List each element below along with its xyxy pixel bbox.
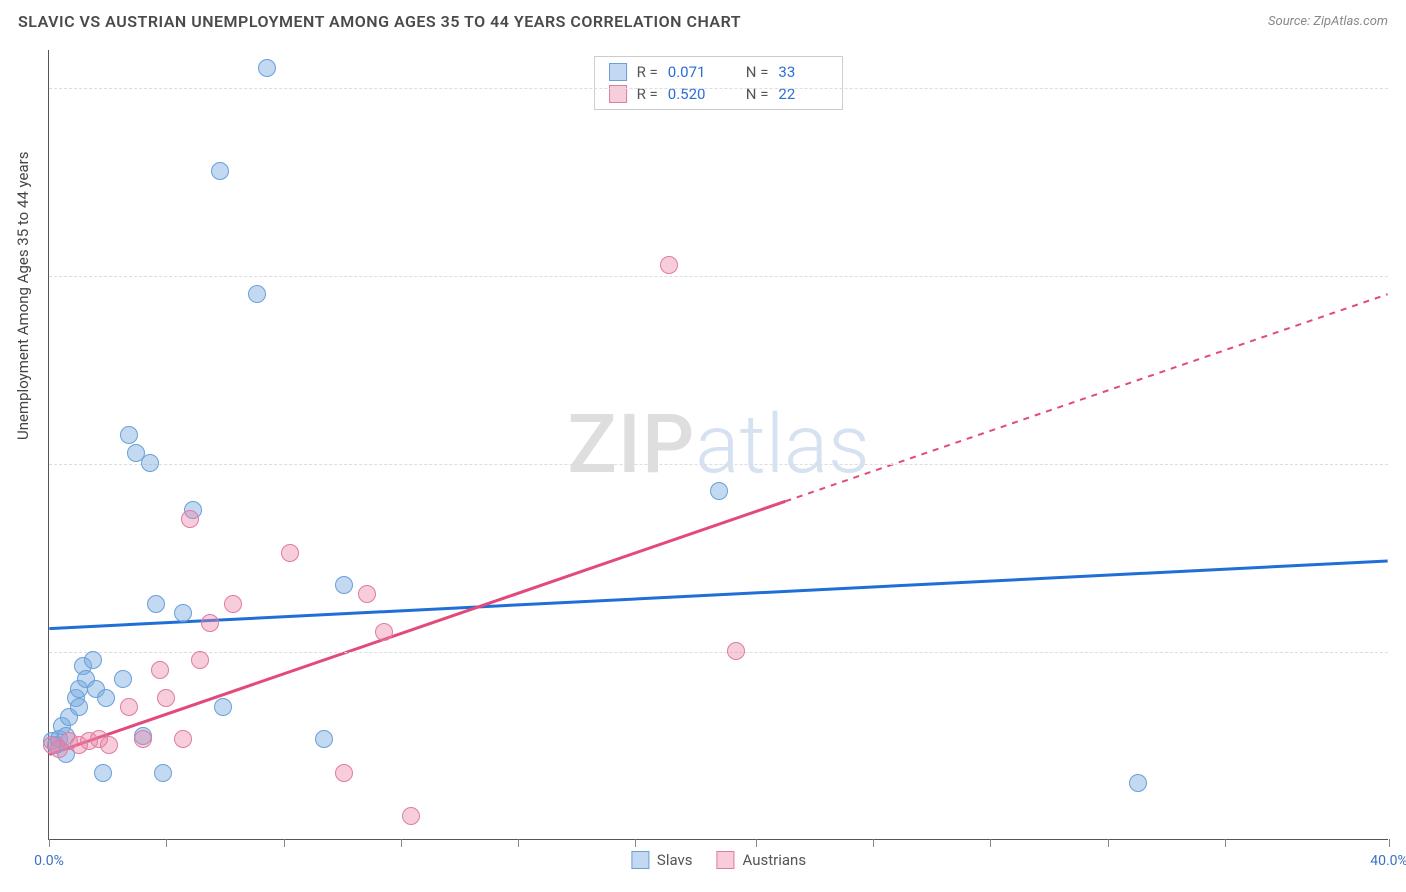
scatter-point — [402, 807, 420, 825]
scatter-point — [258, 59, 276, 77]
scatter-point — [181, 510, 199, 528]
scatter-point — [315, 730, 333, 748]
source-label: Source: ZipAtlas.com — [1268, 14, 1388, 29]
stats-N-value: 33 — [778, 63, 828, 81]
stats-row: R =0.520N =22 — [595, 83, 843, 105]
watermark: ZIPatlas — [567, 397, 869, 493]
x-tick — [49, 839, 50, 847]
scatter-point — [154, 764, 172, 782]
scatter-point — [335, 764, 353, 782]
scatter-point — [211, 162, 229, 180]
scatter-point — [174, 604, 192, 622]
trend-lines — [49, 50, 1388, 839]
stats-swatch — [609, 63, 627, 81]
stats-N-label: N = — [746, 63, 769, 81]
x-tick — [518, 839, 519, 847]
scatter-point — [100, 736, 118, 754]
scatter-point — [214, 698, 232, 716]
x-tick — [1225, 839, 1226, 847]
correlation-stats-box: R = 0.071 N = 33 R =0.520N =22 — [594, 56, 844, 110]
scatter-point — [94, 764, 112, 782]
scatter-point — [224, 595, 242, 613]
x-tick — [166, 839, 167, 847]
scatter-point — [727, 642, 745, 660]
legend-swatch-slavs — [631, 851, 649, 869]
x-tick-label: 40.0% — [1370, 853, 1406, 869]
legend-swatch-austrians — [717, 851, 735, 869]
scatter-point — [660, 256, 678, 274]
scatter-point — [147, 595, 165, 613]
gridline — [49, 464, 1388, 465]
page-title: SLAVIC VS AUSTRIAN UNEMPLOYMENT AMONG AG… — [18, 12, 741, 31]
stats-R-value: 0.071 — [668, 63, 718, 81]
x-tick — [990, 839, 991, 847]
scatter-point — [97, 689, 115, 707]
x-tick — [873, 839, 874, 847]
scatter-point — [157, 689, 175, 707]
gridline — [49, 276, 1388, 277]
scatter-point — [375, 623, 393, 641]
legend-label-austrians: Austrians — [743, 851, 807, 869]
x-tick — [635, 839, 636, 847]
legend: Slavs Austrians — [631, 851, 806, 869]
x-tick — [1108, 839, 1109, 847]
scatter-point — [141, 454, 159, 472]
legend-item-austrians: Austrians — [717, 851, 807, 869]
scatter-point — [1129, 774, 1147, 792]
scatter-point — [84, 651, 102, 669]
gridline — [49, 88, 1388, 89]
scatter-point — [358, 585, 376, 603]
scatter-point — [281, 544, 299, 562]
scatter-point — [201, 614, 219, 632]
stats-R-label: R = — [637, 63, 658, 81]
scatter-point — [174, 730, 192, 748]
scatter-point — [710, 482, 728, 500]
x-tick-label: 0.0% — [34, 853, 64, 869]
scatter-point — [335, 576, 353, 594]
scatter-point — [151, 661, 169, 679]
x-tick — [284, 839, 285, 847]
chart-plot-area: ZIPatlas R =0.071N =33R =0.520N =22 Slav… — [48, 50, 1388, 840]
watermark-zip: ZIP — [567, 397, 695, 493]
legend-item-slavs: Slavs — [631, 851, 693, 869]
x-tick — [401, 839, 402, 847]
x-tick — [1389, 839, 1390, 847]
stats-row: R = 0.071 N = 33 — [595, 61, 843, 83]
scatter-point — [134, 730, 152, 748]
watermark-atlas: atlas — [695, 397, 869, 493]
scatter-point — [114, 670, 132, 688]
scatter-point — [191, 651, 209, 669]
x-tick — [756, 839, 757, 847]
legend-label-slavs: Slavs — [657, 851, 693, 869]
gridline — [49, 652, 1388, 653]
y-axis-label: Unemployment Among Ages 35 to 44 years — [14, 152, 32, 440]
scatter-point — [120, 426, 138, 444]
scatter-point — [248, 285, 266, 303]
scatter-point — [120, 698, 138, 716]
scatter-point — [70, 698, 88, 716]
